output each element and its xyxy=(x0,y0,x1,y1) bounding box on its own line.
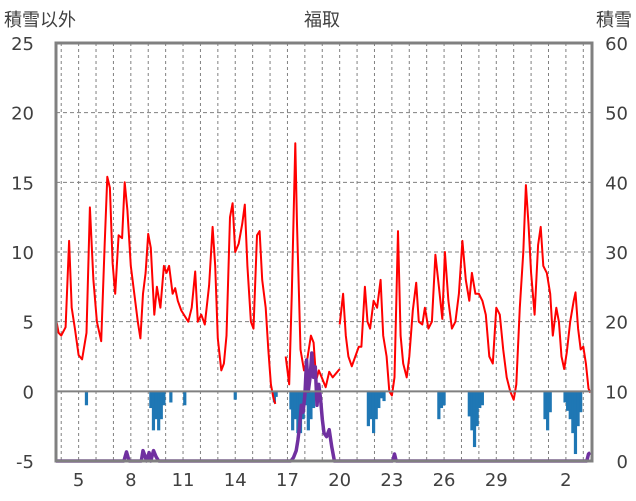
precipitation-bar xyxy=(272,391,277,403)
x-tick-label: 20 xyxy=(328,470,351,491)
precipitation-bar xyxy=(568,391,572,420)
precipitation-bar xyxy=(84,391,89,406)
temperature-series xyxy=(55,175,277,405)
left-axis-ticks: 25 20 15 10 5 0 -5 xyxy=(11,34,34,473)
precipitation-bar xyxy=(183,391,187,406)
x-tick-label: 14 xyxy=(224,470,247,491)
precipitation-bar xyxy=(366,391,370,427)
left-tick-label: 15 xyxy=(11,173,34,194)
precipitation-bar xyxy=(151,391,156,431)
precipitation-bar xyxy=(306,391,310,431)
precipitation-bar xyxy=(159,391,163,420)
left-tick-label: 5 xyxy=(23,313,34,334)
precipitation-bar xyxy=(149,391,153,409)
precipitation-bar xyxy=(442,391,446,406)
precipitation-bar xyxy=(543,391,547,420)
precipitation-bar xyxy=(369,391,373,420)
precipitation-bar xyxy=(289,391,293,410)
precipitation-bar xyxy=(382,391,386,402)
precipitation-bar xyxy=(311,391,316,409)
right-tick-label: 10 xyxy=(605,382,628,403)
left-tick-label: 0 xyxy=(23,382,34,403)
chart-title: 福取 xyxy=(304,10,340,31)
right-axis-ticks: 60 50 40 30 20 10 0 xyxy=(605,34,628,473)
precipitation-bar xyxy=(548,391,552,413)
x-tick-label: 5 xyxy=(73,470,84,491)
precipitation-bar xyxy=(573,391,578,455)
precipitation-bar xyxy=(274,391,278,397)
precipitation-bar xyxy=(377,391,381,409)
precipitation-bar xyxy=(472,391,477,448)
precipitation-bar xyxy=(162,391,166,406)
x-tick-label: 17 xyxy=(276,470,299,491)
precipitation-bar xyxy=(571,391,575,434)
precipitation-bar xyxy=(169,391,173,403)
x-tick-label: 2 xyxy=(560,470,571,491)
precipitation-bar xyxy=(470,391,474,431)
precipitation-bar xyxy=(379,391,384,399)
precipitation-bar xyxy=(309,391,313,420)
right-axis-label: 積雪 xyxy=(596,10,632,31)
left-tick-label: 10 xyxy=(11,243,34,264)
x-axis-ticks: 5 8 11 14 17 20 23 26 29 2 xyxy=(73,470,572,491)
precipitation-bars xyxy=(84,391,583,455)
precipitation-bar xyxy=(291,391,295,431)
x-tick-label: 11 xyxy=(172,470,195,491)
temperature-series xyxy=(284,142,341,389)
right-tick-label: 50 xyxy=(605,104,628,125)
precipitation-bar xyxy=(546,391,550,431)
snow-depth-line xyxy=(56,351,592,463)
left-tick-label: 20 xyxy=(11,104,34,125)
temperature-lines xyxy=(55,142,592,405)
x-tick-label: 26 xyxy=(433,470,456,491)
x-tick-label: 23 xyxy=(380,470,403,491)
left-tick-label: -5 xyxy=(16,452,34,473)
precipitation-bar xyxy=(157,391,161,431)
precipitation-bar xyxy=(293,391,297,420)
snow-depth-series xyxy=(56,351,592,463)
plot-frame xyxy=(54,41,594,463)
precipitation-bar xyxy=(480,391,484,406)
right-tick-label: 40 xyxy=(605,173,628,194)
precipitation-bar xyxy=(467,391,471,417)
precipitation-bar xyxy=(154,391,158,420)
precipitation-bar xyxy=(566,391,570,411)
left-tick-label: 25 xyxy=(11,34,34,55)
precipitation-bar xyxy=(437,391,441,420)
right-tick-label: 20 xyxy=(605,313,628,334)
precipitation-bar xyxy=(579,391,583,413)
precipitation-bar xyxy=(475,391,479,427)
x-tick-label: 29 xyxy=(485,470,508,491)
gridlines xyxy=(56,43,592,461)
precipitation-bar xyxy=(296,391,300,434)
x-tick-label: 8 xyxy=(125,470,136,491)
precipitation-bar xyxy=(233,391,237,400)
precipitation-bar xyxy=(576,391,580,427)
right-tick-label: 0 xyxy=(617,452,628,473)
precipitation-bar xyxy=(371,391,376,434)
precipitation-bar xyxy=(439,391,444,409)
precipitation-bar xyxy=(478,391,482,409)
right-tick-label: 60 xyxy=(605,34,628,55)
temperature-series xyxy=(338,184,592,401)
right-tick-label: 30 xyxy=(605,243,628,264)
precipitation-bar xyxy=(563,391,567,403)
precipitation-bar xyxy=(374,391,378,420)
left-axis-label: 積雪以外 xyxy=(4,10,76,31)
